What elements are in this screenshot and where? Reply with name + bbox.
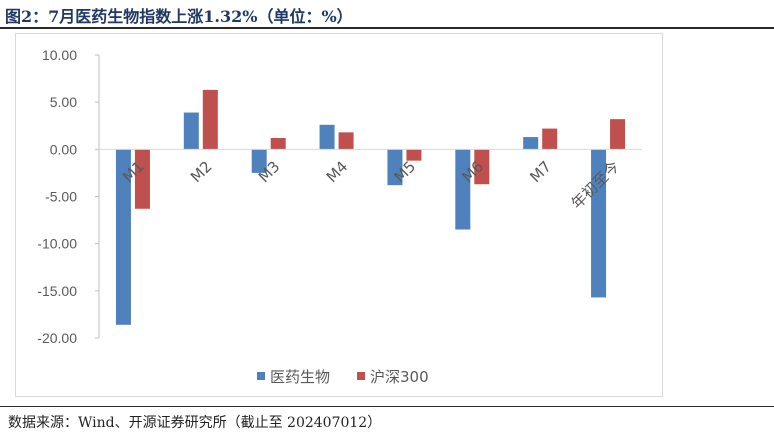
legend: 医药生物 沪深300 — [257, 368, 429, 386]
bar-csi300-3 — [270, 138, 286, 150]
bar-csi300-5 — [406, 149, 422, 161]
legend-swatch-csi300 — [357, 372, 365, 380]
y-tick-label: -15.00 — [37, 283, 77, 299]
bar-csi300-1 — [134, 149, 150, 209]
bar-pharma-2 — [183, 112, 199, 150]
bar-csi300-6 — [474, 149, 490, 185]
y-tick-label: 10.00 — [42, 47, 77, 63]
bar-pharma-7 — [523, 137, 539, 150]
bar-csi300-2 — [202, 89, 218, 150]
x-axis-labels: M1 M2 M3 M4 M5 M6 M7 年初至今 — [119, 157, 623, 212]
source-note: 数据来源：Wind、开源证券研究所（截止至 202407012） — [8, 415, 382, 431]
chart-frame — [15, 33, 663, 397]
x-tick-label: M2 — [187, 157, 216, 186]
bar-pharma-8 — [591, 149, 607, 298]
x-tick-label: M7 — [526, 157, 555, 186]
legend-label-csi300: 沪深300 — [370, 368, 429, 386]
y-tick-label: 5.00 — [50, 94, 77, 110]
bar-csi300-7 — [542, 128, 558, 150]
y-axis: 10.00 5.00 0.00 -5.00 -10.00 -15.00 -20.00 — [37, 47, 100, 346]
legend-swatch-pharma — [257, 372, 265, 380]
legend-label-pharma: 医药生物 — [270, 368, 330, 386]
bar-pharma-3 — [251, 149, 267, 173]
bar-pharma-4 — [319, 124, 335, 150]
y-tick-label: -10.00 — [37, 236, 77, 252]
bar-pharma-1 — [115, 149, 131, 325]
bar-csi300-8 — [610, 119, 626, 150]
title-rule — [0, 27, 774, 29]
y-tick-label: -5.00 — [45, 189, 77, 205]
source-rule — [0, 406, 774, 407]
bar-pharma-5 — [387, 149, 403, 186]
figure-title: 图2：7月医药生物指数上涨1.32%（单位：%） — [5, 7, 353, 26]
y-tick-label: 0.00 — [50, 141, 77, 157]
x-tick-label: M4 — [323, 157, 352, 186]
bar-csi300-4 — [338, 132, 354, 150]
y-tick-label: -20.00 — [37, 330, 77, 346]
bars — [115, 89, 626, 325]
bar-pharma-6 — [455, 149, 471, 230]
